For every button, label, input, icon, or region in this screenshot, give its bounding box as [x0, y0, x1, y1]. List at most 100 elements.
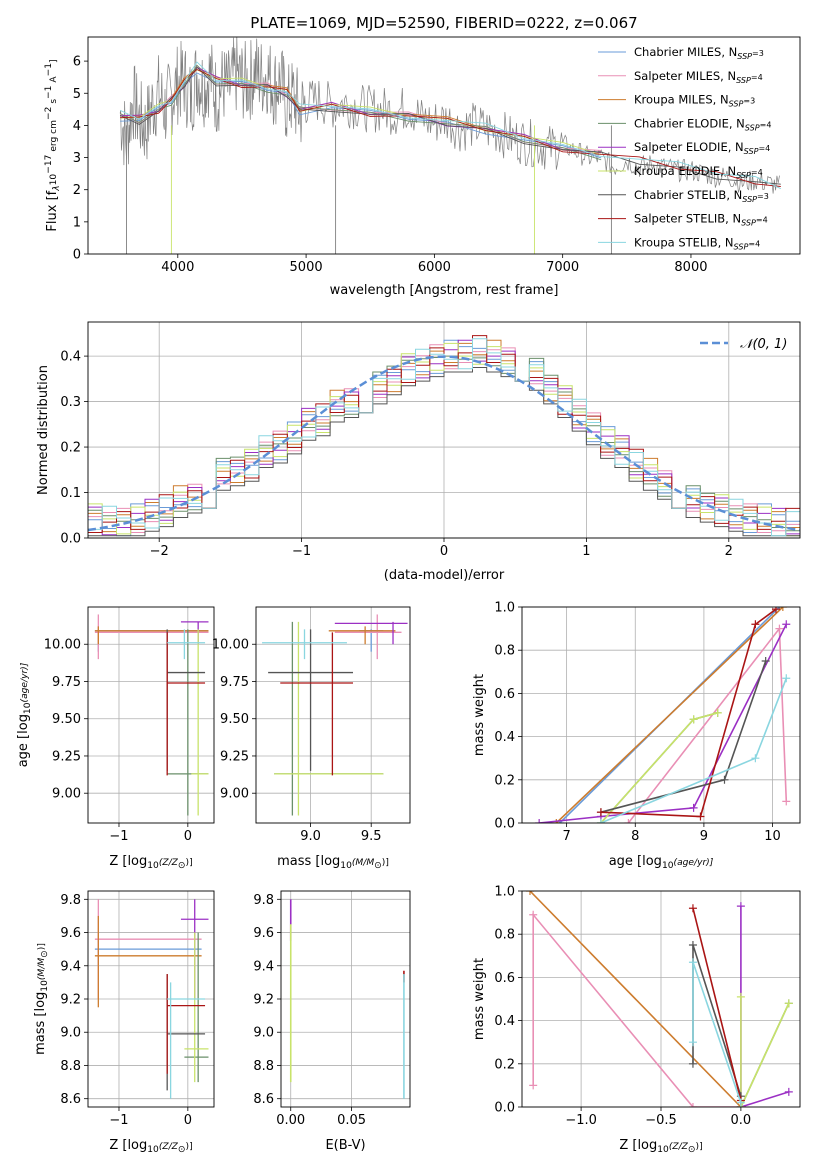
legend-label-salpeter_elodie-part: SSP	[744, 147, 759, 156]
y-tick-label: 9.50	[220, 712, 249, 727]
legend-label-chabrier_miles-part: =3	[752, 49, 764, 58]
normal-curve	[88, 355, 800, 532]
marker-salpeter_stelib	[688, 904, 697, 913]
marker-salpeter_elodie	[782, 620, 791, 629]
x-axis-label-age_vs_mass-part: )]	[382, 858, 389, 868]
y-tick-label: 5	[73, 87, 81, 102]
x-axis-label-massweight_vs_age-part: age [log	[609, 854, 662, 869]
legend-label-salpeter_miles-part: SSP	[736, 76, 751, 85]
x-tick-label: 5000	[290, 260, 323, 275]
plot-area	[94, 614, 209, 816]
y-tick-label: 0	[73, 248, 81, 263]
mass-weight-line-kroupa_elodie	[740, 996, 790, 1107]
y-axis-label-massweight_vs_age: mass weight	[472, 674, 487, 756]
x-tick-label: 0	[440, 544, 448, 559]
plot-area	[262, 614, 408, 816]
y-axis-label-spectrum-part: −2	[44, 107, 54, 120]
axes-frame	[521, 606, 801, 824]
x-tick-label: 9	[700, 829, 708, 844]
x-axis-label-age_vs_mass-part: ⊙	[374, 861, 382, 871]
x-tick-label: 0.00	[276, 1113, 305, 1128]
y-axis-label-mass_vs_Z-part: 10	[40, 980, 50, 992]
x-tick-label: −1.0	[565, 1113, 597, 1128]
legend-label-chabrier_stelib-part: Chabrier STELIB, N	[634, 188, 742, 202]
marker-salpeter_miles	[529, 1081, 538, 1090]
spectrum-legend: Chabrier MILES, N SSP =3 Salpeter MILES, NS…	[598, 45, 771, 251]
x-axis-label-massweight_vs_age-part: 10	[662, 861, 674, 871]
legend-label-salpeter_elodie: Salpeter ELODIE, NSSP=4	[634, 140, 770, 156]
legend-label-kroupa_stelib-part: =4	[748, 239, 760, 248]
x-tick-label: −1	[109, 829, 128, 844]
marker-chabrier_stelib	[688, 1059, 697, 1068]
legend-label-kroupa_stelib-part: Kroupa STELIB, N	[634, 235, 734, 249]
y-tick-label: 9.50	[52, 712, 81, 727]
y-tick-label: 9.8	[253, 893, 274, 908]
y-axis-label-age_vs_Z-part: (age/yr)]	[20, 662, 30, 702]
y-tick-label: 0.2	[494, 1057, 515, 1072]
axes-frame	[87, 321, 801, 539]
data-spectrum-line	[119, 37, 780, 194]
y-tick-label: 0.4	[494, 730, 515, 745]
x-tick-label: 0	[184, 1113, 192, 1128]
legend-label-kroupa_stelib-part: SSP	[734, 242, 749, 251]
y-axis-label-spectrum-part: Flux [f	[45, 190, 60, 231]
y-tick-label: 9.75	[220, 675, 249, 690]
x-axis-label-massweight_vs_Z-part: )]	[696, 1142, 703, 1152]
y-tick-label: 0.2	[494, 773, 515, 788]
legend-label-salpeter_stelib-part: =4	[756, 216, 768, 225]
y-axis-label-spectrum-part: 10	[49, 174, 59, 186]
marker-salpeter_stelib	[596, 808, 605, 817]
marker-salpeter_miles	[624, 819, 633, 823]
y-tick-label: 0.4	[60, 350, 81, 365]
y-tick-label: 0.0	[60, 532, 81, 547]
legend-label-chabrier_elodie: Chabrier ELODIE, NSSP=4	[634, 116, 771, 132]
x-axis-label-mass_vs_Z-part: Z [log	[109, 1138, 147, 1153]
x-axis-label-mass_vs_Z-part: (Z/Z	[159, 1142, 179, 1152]
marker-kroupa_stelib	[736, 1098, 745, 1107]
x-tick-label: 7	[562, 829, 570, 844]
x-axis-label-spectrum: wavelength [Angstrom, rest frame]	[330, 283, 559, 298]
y-tick-label: 0.6	[494, 687, 515, 702]
y-tick-label: 8.8	[60, 1059, 81, 1074]
mass-weight-line-salpeter_stelib	[692, 908, 742, 1101]
y-axis-label-massweight_vs_Z-part: mass weight	[472, 958, 487, 1040]
y-tick-label: 9.00	[220, 787, 249, 802]
legend-label-chabrier_stelib-part: SSP	[742, 195, 757, 204]
legend-label-salpeter_miles: Salpeter MILES, NSSP=4	[634, 69, 763, 85]
mass-weight-line-salpeter_miles	[532, 912, 741, 1107]
y-tick-label: 9.25	[220, 749, 249, 764]
y-tick-label: 0.2	[60, 441, 81, 456]
marker-salpeter_miles	[782, 797, 791, 806]
x-axis-label-age_vs_Z-part: ⊙	[178, 861, 186, 871]
panel-mass_vs_ebv: 0.00 0.05 8.6 8.8 9.0 9.2 9.4 9.6 9.8	[253, 890, 411, 1128]
legend-label-salpeter_stelib: Salpeter STELIB, NSSP=4	[634, 212, 768, 228]
marker-chabrier_stelib	[761, 657, 770, 665]
y-axis-label-massweight_vs_age-part: mass weight	[472, 674, 487, 756]
axes-frame	[87, 890, 215, 1108]
panel-age_vs_Z: −1 0 9.00 9.25 9.50 9.75 10.00	[44, 606, 215, 844]
y-tick-label: 0.0	[494, 817, 515, 832]
marker-salpeter_elodie	[784, 1087, 793, 1096]
legend-label-chabrier_miles-part: Chabrier MILES, N	[634, 45, 737, 59]
figure-title: PLATE=1069, MJD=52590, FIBERID=0222, z=0…	[250, 14, 637, 32]
x-axis-label-massweight_vs_Z-part: ⊙	[688, 1145, 696, 1155]
model-line-kroupa_stelib	[119, 61, 781, 190]
x-axis-label-massweight_vs_Z: Z [log10(Z/Z⊙)]	[619, 1138, 702, 1155]
x-axis-label-age_vs_Z-part: Z [log	[109, 854, 147, 869]
y-tick-label: 9.6	[60, 926, 81, 941]
y-tick-label: 8.6	[253, 1092, 274, 1107]
marker-salpeter_stelib	[771, 607, 780, 614]
marker-chabrier_stelib	[688, 941, 697, 949]
y-axis-label-mass_vs_Z-part: (M/M	[37, 958, 47, 980]
histogram-chabrier_stelib	[88, 367, 800, 537]
axes-frame	[87, 36, 801, 255]
legend-label-kroupa_elodie: Kroupa ELODIE, NSSP=4	[634, 164, 763, 180]
legend-label-kroupa_elodie-part: Kroupa ELODIE, N	[634, 164, 736, 178]
y-tick-label: 1	[73, 215, 81, 230]
x-tick-label: 10	[764, 829, 781, 844]
marker-kroupa_miles	[778, 607, 787, 611]
y-tick-label: 9.0	[60, 1026, 81, 1041]
x-tick-label: 0	[184, 829, 192, 844]
y-tick-label: 0.4	[494, 1014, 515, 1029]
legend-label-salpeter_elodie-part: =4	[758, 144, 770, 153]
